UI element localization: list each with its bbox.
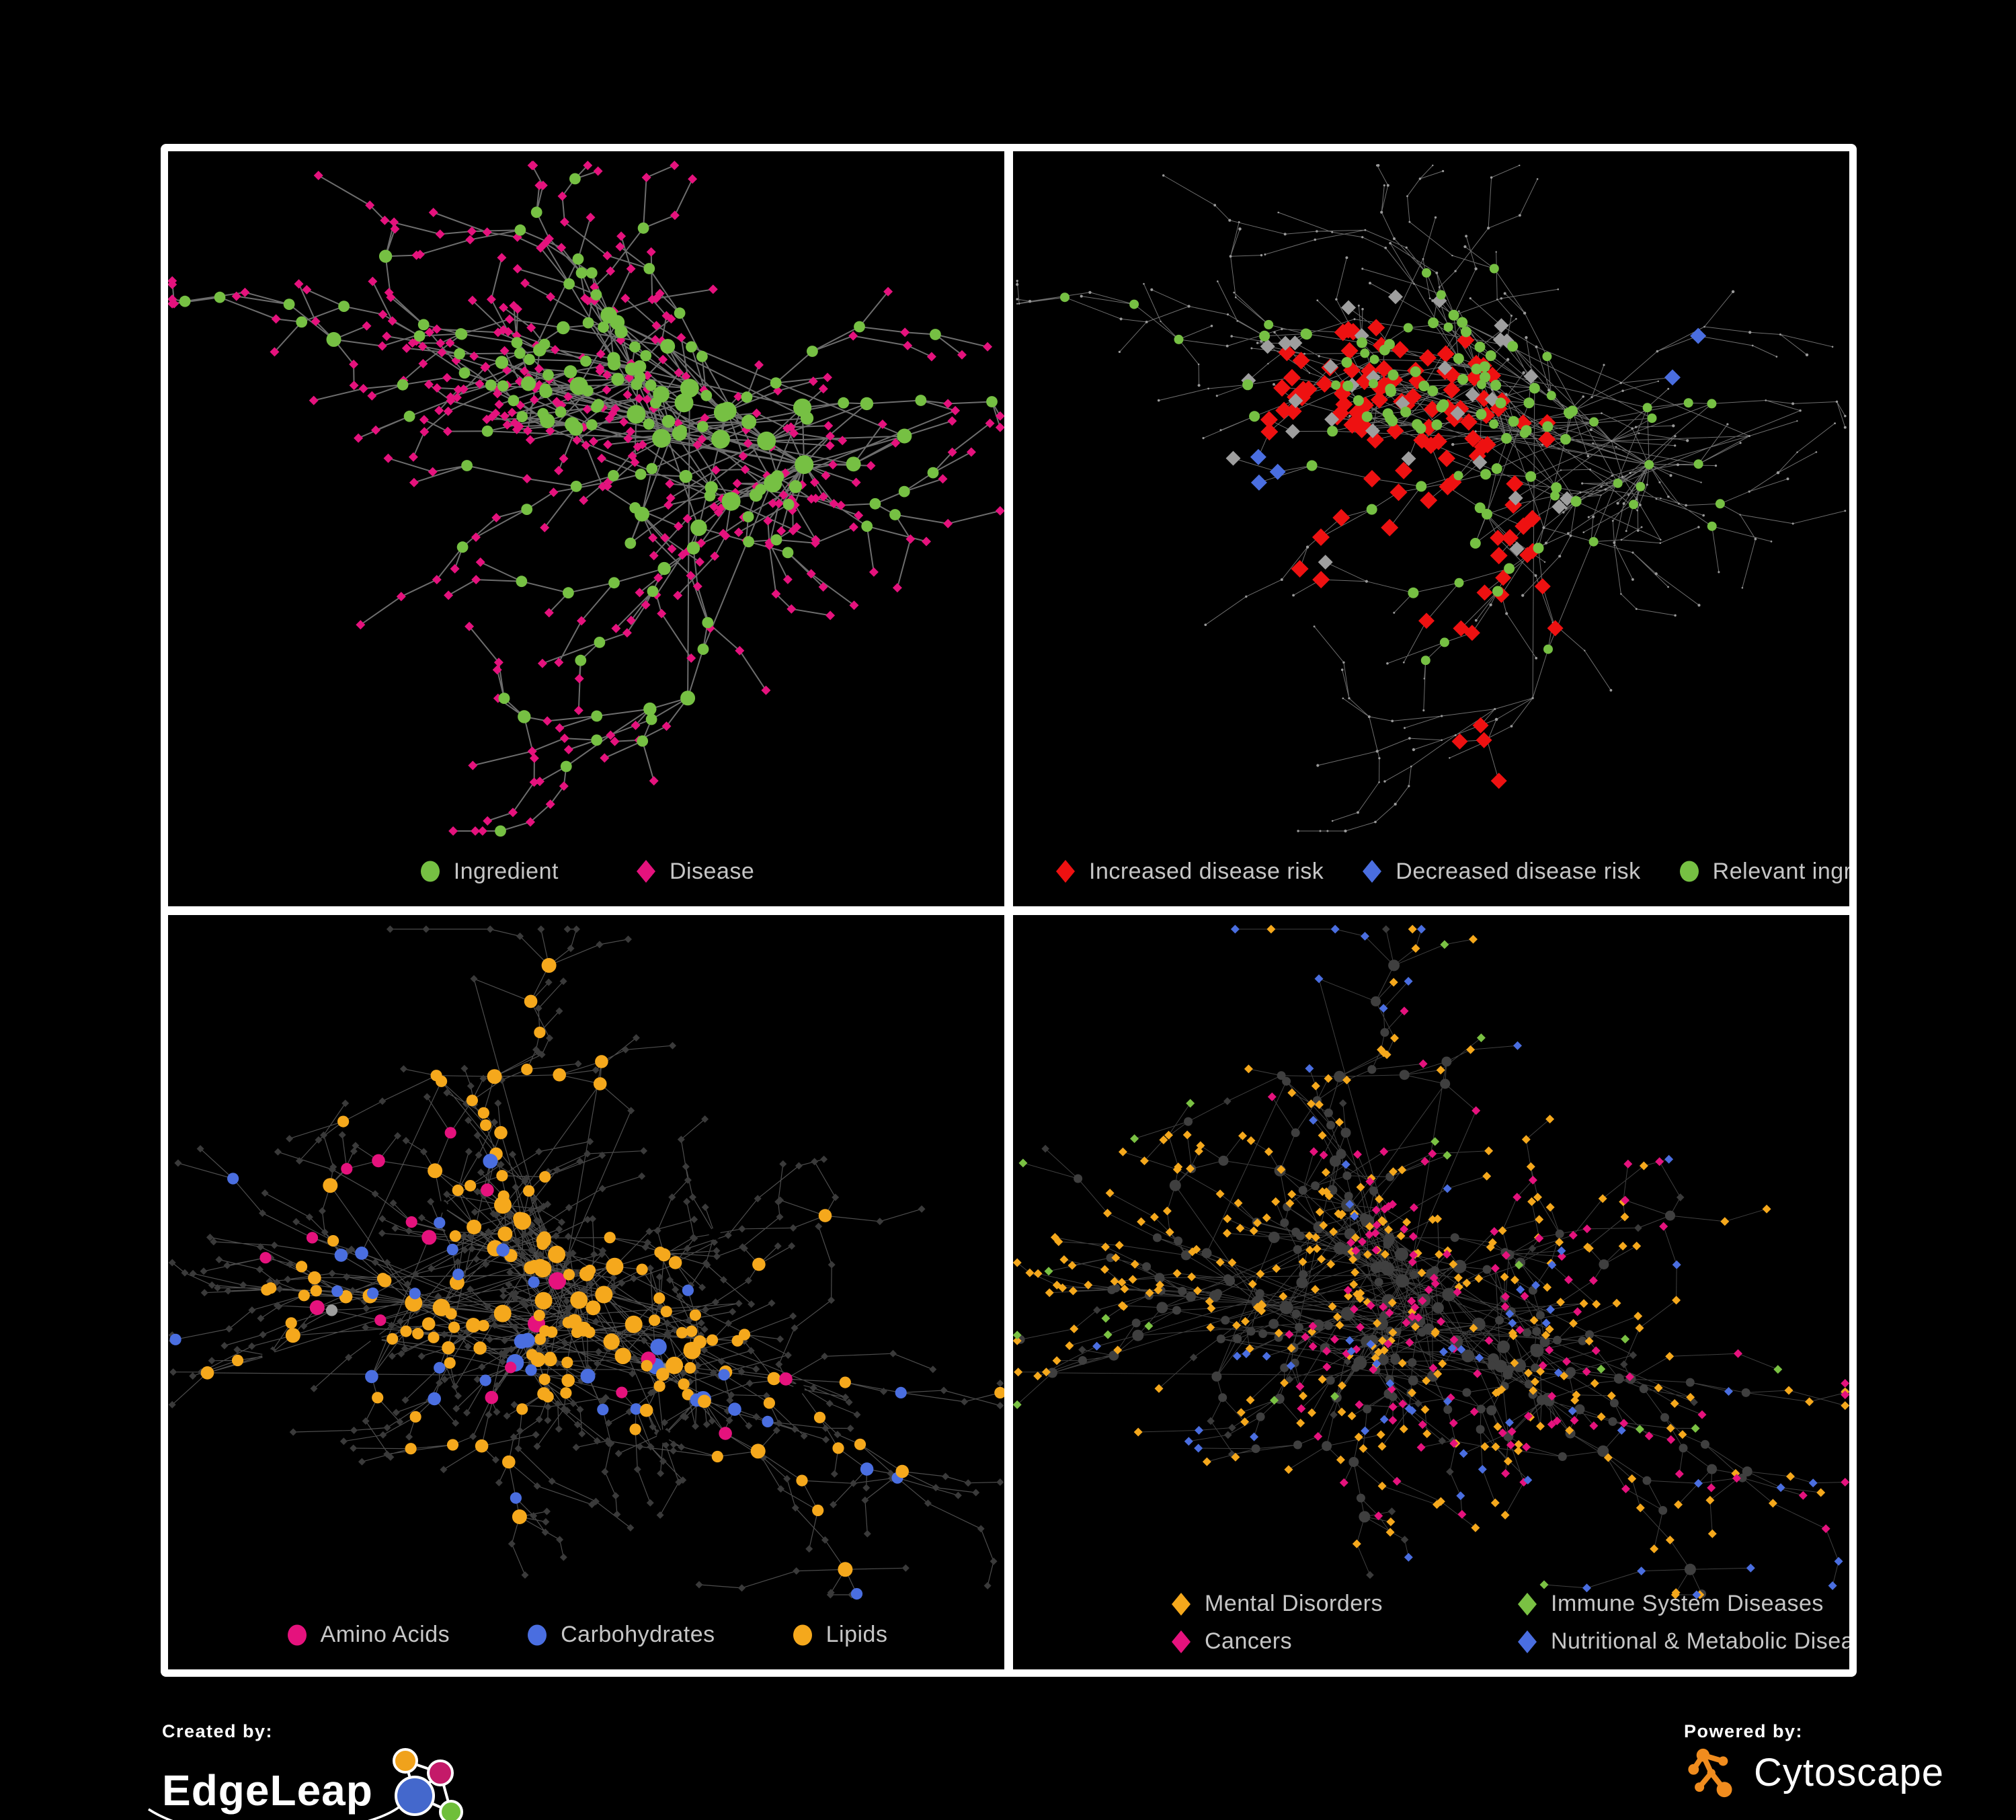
legend-item-mental-disorders: Mental Disorders xyxy=(1169,1591,1508,1617)
legend-item-relevant-ingredient: Relevant ingredient xyxy=(1677,859,1849,885)
legend-label: Increased disease risk xyxy=(1089,858,1324,884)
panel-ingredient-disease: Ingredient Disease xyxy=(168,151,1004,906)
circle-marker-icon xyxy=(1679,861,1699,882)
network-disease-classes xyxy=(1013,924,1849,1599)
network-grid: Ingredient Disease Increased disease risk… xyxy=(161,144,1857,1677)
edgeleap-logo-icon xyxy=(147,1748,463,1820)
cytoscape-logo-icon xyxy=(1688,1748,1732,1798)
diamond-marker-icon xyxy=(1172,1592,1191,1616)
legend-label: Nutritional & Metabolic Diseases xyxy=(1551,1628,1849,1654)
diamond-marker-icon xyxy=(1363,860,1382,883)
legend-disease-classes: Mental Disorders Immune System Diseases Ca… xyxy=(1013,1591,1849,1655)
diamond-marker-icon xyxy=(1518,1592,1537,1616)
panel-nutrient-classes: Amino Acids Carbohydrates Lipids xyxy=(168,914,1004,1669)
diamond-marker-icon xyxy=(1056,860,1075,883)
legend-label: Lipids xyxy=(825,1622,888,1647)
legend-label: Carbohydrates xyxy=(561,1622,715,1647)
powered-by-label: Powered by: xyxy=(1684,1721,1804,1741)
legend-item-lipids: Lipids xyxy=(791,1622,888,1648)
legend-label: Immune System Diseases xyxy=(1551,1591,1824,1616)
circle-marker-icon xyxy=(793,1624,812,1645)
diamond-marker-icon xyxy=(1172,1630,1191,1653)
legend-label: Amino Acids xyxy=(320,1622,450,1647)
legend-item-amino-acids: Amino Acids xyxy=(285,1622,450,1648)
legend-item-immune-system-diseases: Immune System Diseases xyxy=(1515,1591,1849,1617)
circle-marker-icon xyxy=(420,861,440,882)
diamond-marker-icon xyxy=(1518,1630,1537,1653)
legend-item-decreased-disease-risk: Decreased disease risk xyxy=(1360,859,1640,885)
legend-label: Mental Disorders xyxy=(1205,1591,1383,1616)
legend-item-increased-disease-risk: Increased disease risk xyxy=(1053,859,1324,885)
legend-label: Cancers xyxy=(1205,1628,1293,1654)
network-ingredient-disease xyxy=(168,161,1004,837)
circle-marker-icon xyxy=(528,1624,547,1645)
legend-label: Decreased disease risk xyxy=(1396,858,1641,884)
edgeleap-wordmark: EdgeLeap xyxy=(162,1766,373,1815)
legend-item-disease: Disease xyxy=(634,859,754,885)
cytoscape-wordmark: Cytoscape xyxy=(1754,1751,1945,1795)
legend-ingredient-disease: Ingredient Disease xyxy=(168,859,1004,885)
legend-label: Relevant ingredient xyxy=(1712,858,1849,884)
panel-disease-risk: Increased disease risk Decreased disease … xyxy=(1013,151,1849,906)
legend-label: Ingredient xyxy=(453,858,559,884)
legend-item-cancers: Cancers xyxy=(1169,1628,1508,1655)
legend-disease-risk: Increased disease risk Decreased disease … xyxy=(1013,859,1849,885)
cytoscape-credit: Powered by: Cytosc xyxy=(1684,1721,1944,1803)
network-nutrient-classes xyxy=(168,925,1004,1599)
circle-marker-icon xyxy=(287,1624,307,1645)
panel-disease-classes: Mental Disorders Immune System Diseases Ca… xyxy=(1013,914,1849,1669)
legend-item-ingredient: Ingredient xyxy=(418,859,559,885)
edgeleap-credit: Created by: EdgeLeap xyxy=(147,1721,471,1820)
diamond-marker-icon xyxy=(636,860,655,883)
network-disease-risk xyxy=(1016,163,1847,833)
legend-label: Disease xyxy=(669,858,755,884)
legend-nutrient-classes: Amino Acids Carbohydrates Lipids xyxy=(168,1622,1004,1648)
legend-item-carbohydrates: Carbohydrates xyxy=(525,1622,715,1648)
legend-item-nutritional-metabolic-diseases: Nutritional & Metabolic Diseases xyxy=(1515,1628,1849,1655)
created-by-label: Created by: xyxy=(162,1721,274,1741)
